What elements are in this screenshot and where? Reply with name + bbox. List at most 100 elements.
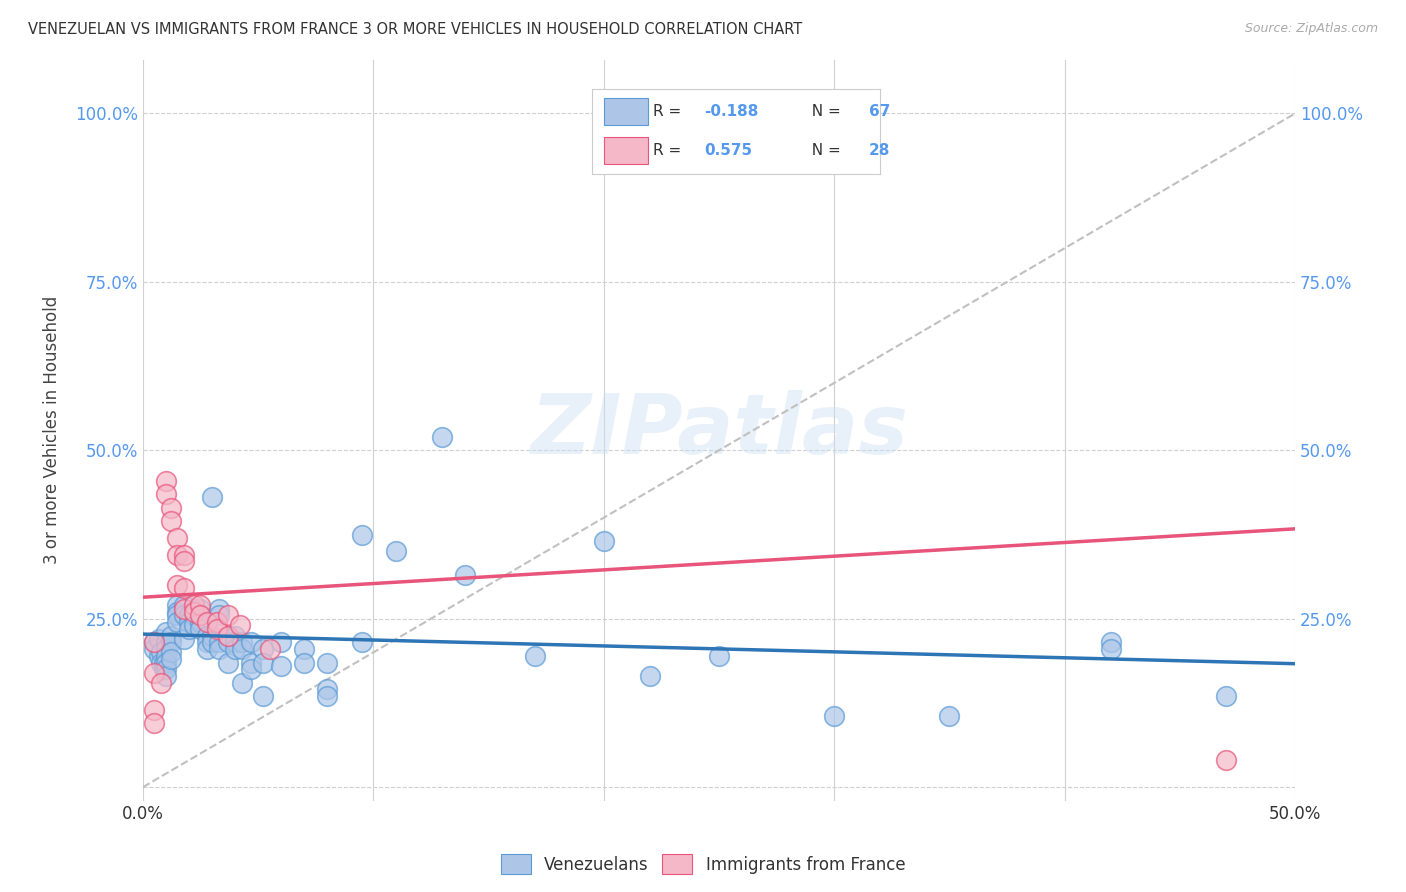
Point [292, 642, 315, 657]
Point [150, 656, 173, 670]
Point [155, 625, 177, 640]
Point [224, 642, 246, 657]
Point [217, 656, 239, 670]
Point [731, 117, 754, 131]
Point [166, 578, 188, 592]
Point [177, 615, 200, 629]
Point [208, 635, 231, 649]
Point [173, 601, 195, 615]
Point [208, 601, 231, 615]
Point [208, 608, 231, 623]
Point [173, 599, 195, 613]
Point [270, 659, 292, 673]
Point [190, 601, 212, 615]
Point [166, 531, 188, 545]
Point [190, 622, 212, 636]
Point [155, 642, 177, 657]
Point [252, 656, 274, 670]
Point [183, 618, 205, 632]
Point [350, 635, 373, 649]
Point [159, 500, 181, 515]
Point [159, 629, 181, 643]
Point [143, 716, 166, 731]
Y-axis label: 3 or more Vehicles in Household: 3 or more Vehicles in Household [44, 296, 60, 565]
Point [224, 629, 246, 643]
Point [707, 648, 730, 663]
Point [201, 635, 224, 649]
Point [292, 656, 315, 670]
Point [143, 703, 166, 717]
Point [938, 709, 960, 723]
Point [166, 548, 188, 562]
Point [197, 615, 219, 629]
Point [205, 615, 228, 629]
Point [823, 709, 845, 723]
Point [432, 430, 454, 444]
Text: ZIPatlas: ZIPatlas [530, 390, 908, 471]
Point [259, 642, 281, 657]
Point [1099, 642, 1122, 657]
Point [231, 642, 253, 657]
Point [240, 635, 263, 649]
Point [152, 662, 174, 676]
Point [190, 615, 212, 629]
Point [217, 629, 239, 643]
Point [150, 675, 173, 690]
Point [1099, 635, 1122, 649]
Legend: Venezuelans, Immigrants from France: Venezuelans, Immigrants from France [496, 849, 910, 880]
Point [385, 544, 408, 558]
Point [183, 608, 205, 623]
Point [177, 622, 200, 636]
Point [166, 608, 188, 623]
Point [183, 601, 205, 615]
Point [183, 605, 205, 619]
Point [159, 635, 181, 649]
Point [143, 635, 166, 649]
Point [155, 474, 177, 488]
Point [166, 615, 188, 629]
Point [190, 608, 212, 623]
Point [201, 491, 224, 505]
Point [252, 689, 274, 703]
Point [231, 635, 253, 649]
Point [240, 656, 263, 670]
Point [166, 599, 188, 613]
Text: VENEZUELAN VS IMMIGRANTS FROM FRANCE 3 OR MORE VEHICLES IN HOUSEHOLD CORRELATION: VENEZUELAN VS IMMIGRANTS FROM FRANCE 3 O… [28, 22, 803, 37]
Point [316, 656, 339, 670]
Point [173, 582, 195, 596]
Point [173, 608, 195, 623]
Point [155, 487, 177, 501]
Point [190, 599, 212, 613]
Point [523, 648, 546, 663]
Text: Source: ZipAtlas.com: Source: ZipAtlas.com [1244, 22, 1378, 36]
Point [155, 656, 177, 670]
Point [150, 645, 173, 659]
Point [217, 635, 239, 649]
Point [240, 662, 263, 676]
Point [197, 635, 219, 649]
Point [224, 635, 246, 649]
Point [183, 599, 205, 613]
Point [316, 682, 339, 697]
Point [173, 632, 195, 646]
Point [316, 689, 339, 703]
Point [159, 652, 181, 666]
Point [638, 669, 661, 683]
Point [155, 635, 177, 649]
Point [177, 608, 200, 623]
Point [159, 645, 181, 659]
Point [155, 669, 177, 683]
Point [217, 608, 239, 623]
Point [217, 629, 239, 643]
Point [148, 648, 170, 663]
Point [166, 605, 188, 619]
Point [201, 629, 224, 643]
Point [454, 568, 477, 582]
Point [173, 548, 195, 562]
Point [197, 629, 219, 643]
Point [155, 662, 177, 676]
Point [1215, 753, 1237, 767]
Point [190, 608, 212, 623]
Point [152, 656, 174, 670]
Point [143, 635, 166, 649]
